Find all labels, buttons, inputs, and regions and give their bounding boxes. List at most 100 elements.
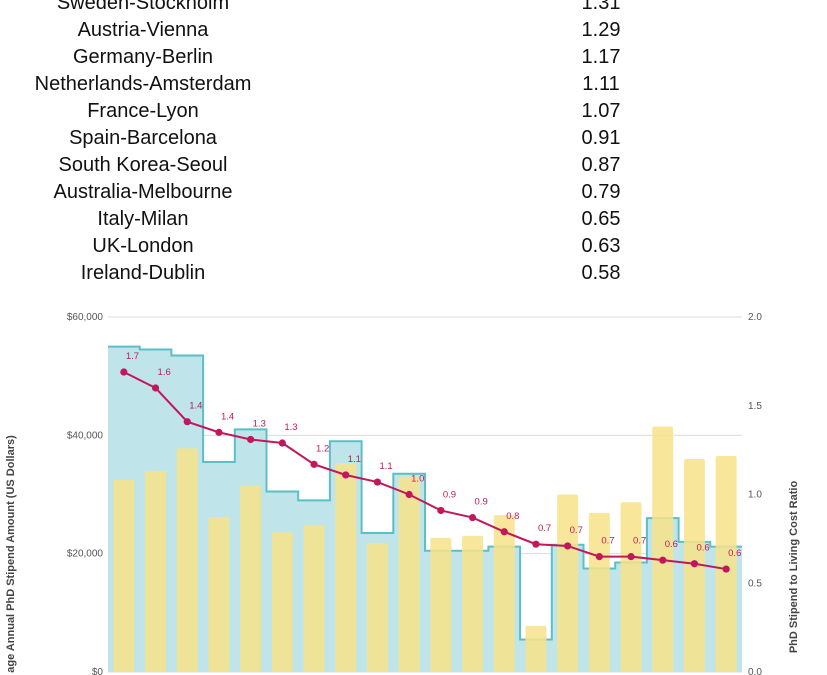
ratio-cell: 1.17 (581, 46, 621, 68)
city-cell: Sweden-Stockholm (56, 0, 230, 14)
bar (335, 463, 357, 672)
city-cell: Germany-Berlin (72, 46, 214, 68)
ratio-point (532, 540, 540, 548)
ratio-cell: 0.65 (581, 208, 621, 230)
bar (145, 470, 167, 672)
ratio-point-label: 1.4 (221, 411, 234, 422)
table-row: Sweden-Stockholm 1.31 (0, 0, 827, 19)
city-cell: Australia-Melbourne (53, 181, 233, 203)
bar (620, 502, 642, 672)
table-row: Netherlands-Amsterdam 1.11 (0, 73, 827, 100)
ratio-point-label: 1.6 (158, 367, 171, 378)
ratio-point (595, 553, 603, 561)
ratio-cell: 0.79 (581, 181, 621, 203)
bar (271, 532, 293, 672)
ratio-cell: 0.87 (581, 154, 621, 176)
ratio-point (373, 478, 382, 486)
ratio-line-series: 1.7 1.6 1.4 1.4 1.3 1.3 1.2 1.1 1.1 1.0 0.9 0.9 0.8 0… (120, 351, 741, 573)
bar (557, 494, 579, 672)
ratio-point-label: 1.1 (348, 454, 361, 465)
bar (240, 485, 262, 672)
ratio-point-label: 1.0 (411, 474, 424, 485)
bar (588, 512, 610, 672)
bar (430, 537, 452, 672)
ratio-cell: 1.31 (581, 0, 621, 14)
ratio-point (278, 439, 286, 447)
ratio-cell: 0.91 (581, 127, 621, 149)
ratio-point-label: 0.9 (475, 497, 488, 508)
ratio-point-label: 0.7 (633, 536, 646, 547)
y-right-tick-label: 1.0 (748, 490, 762, 501)
ratio-point-label: 0.7 (570, 525, 583, 536)
y-axis-right-title: PhD Stipend to Living Cost Ratio (788, 481, 800, 654)
bar (652, 426, 674, 672)
y-axis-left-title: age Annual PhD Stipend Amount (US Dollar… (5, 435, 17, 673)
y-right-tick-label: 1.5 (748, 401, 762, 412)
city-cell: Spain-Barcelona (69, 127, 217, 149)
ratio-point (690, 560, 699, 568)
bar (398, 476, 420, 672)
ratio-cell: 0.58 (581, 262, 621, 284)
ratio-point (500, 528, 508, 536)
ratio-point-label: 1.3 (284, 422, 297, 433)
y-left-tick-label: $60,000 (67, 312, 104, 323)
ratio-point (310, 460, 318, 468)
ratio-table: Sweden-Stockholm 1.31 Austria-Vienna 1.29 Ge… (0, 0, 827, 290)
y-left-tick-label: $40,000 (67, 430, 104, 441)
ratio-point (183, 418, 191, 426)
living-cost-bar-series (113, 426, 737, 672)
bar (493, 515, 515, 672)
bar (715, 456, 737, 672)
y-right-tick-label: 2.0 (748, 312, 762, 323)
table-row: Germany-Berlin 1.17 (0, 46, 827, 73)
ratio-point-label: 0.8 (506, 511, 519, 522)
y-right-tick-label: 0.5 (748, 578, 762, 589)
ratio-point-label: 0.7 (601, 536, 614, 547)
ratio-point-label: 1.7 (126, 351, 139, 362)
ratio-point (437, 506, 445, 515)
city-cell: South Korea-Seoul (58, 154, 228, 176)
ratio-point-label: 0.6 (696, 543, 709, 554)
ratio-line (123, 371, 727, 571)
stipend-area-series (108, 345, 742, 672)
ratio-point (247, 435, 255, 444)
ratio-cell: 0.63 (581, 235, 621, 257)
city-cell: France-Lyon (87, 100, 199, 122)
city-cell: UK-London (92, 235, 194, 257)
ratio-point (405, 490, 413, 499)
y-left-tick-label: $0 (92, 667, 104, 675)
bar (208, 516, 230, 672)
axes: $0 $20,000 $40,000 $60,000 0.0 0.5 1.0 1.5 2.0 (67, 312, 762, 675)
table-row: Austria-Vienna 1.29 (0, 19, 827, 46)
city-cell: Italy-Milan (97, 208, 189, 230)
ratio-point (627, 553, 635, 561)
ratio-point-label: 0.6 (665, 539, 678, 550)
ratio-point (564, 542, 572, 550)
ratio-point-label: 1.3 (253, 418, 266, 429)
table-row: Italy-Milan 0.65 (0, 208, 827, 235)
ratio-point (151, 384, 160, 392)
city-cell: Netherlands-Amsterdam (34, 73, 252, 95)
ratio-cell: 1.29 (581, 19, 621, 41)
table-row: Australia-Melbourne 0.79 (0, 181, 827, 208)
y-right-tick-label: 0.0 (748, 667, 762, 675)
ratio-point-label: 0.9 (443, 489, 456, 500)
bar (366, 543, 388, 672)
table-row: France-Lyon 1.07 (0, 100, 827, 127)
stipend-chart: 1.7 1.6 1.4 1.4 1.3 1.3 1.2 1.1 1.1 1.0 0.9 0.9 0.8 0… (5, 312, 800, 675)
y-left-tick-label: $20,000 (67, 549, 104, 560)
table-row: Ireland-Dublin 0.58 (0, 262, 827, 289)
bar (303, 525, 325, 672)
city-cell: Ireland-Dublin (80, 262, 206, 284)
ratio-point (342, 471, 350, 479)
table-row: Spain-Barcelona 0.91 (0, 127, 827, 154)
ratio-point-label: 1.1 (379, 461, 392, 472)
table-row: South Korea-Seoul 0.87 (0, 154, 827, 181)
ratio-point (120, 368, 128, 376)
ratio-point (215, 428, 223, 436)
ratio-cell: 1.07 (581, 100, 621, 122)
ratio-point-label: 0.7 (538, 523, 551, 534)
bar (462, 535, 484, 672)
ratio-point-label: 1.2 (316, 443, 329, 454)
ratio-point (468, 513, 477, 522)
